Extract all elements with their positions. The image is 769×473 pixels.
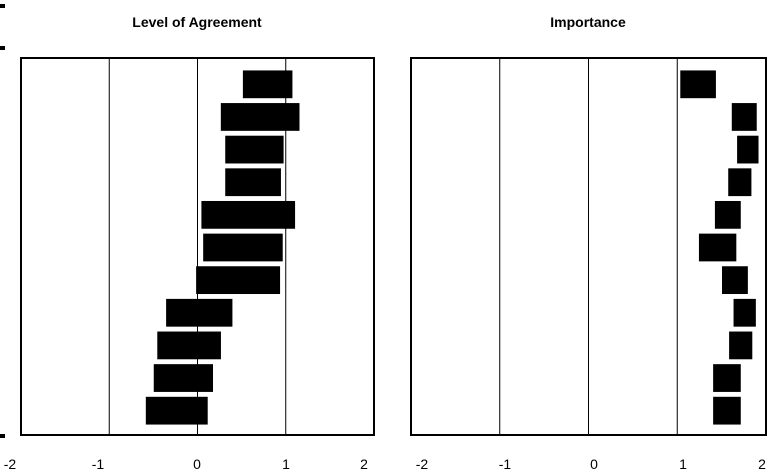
- x-tick-labels-importance: -2 -1 0 1 2: [416, 456, 766, 472]
- edge-mark: [0, 434, 5, 438]
- range-bar: [225, 168, 281, 197]
- bars-importance: [680, 70, 759, 425]
- edge-mark: [0, 4, 5, 8]
- chart-title-importance: Importance: [550, 14, 626, 30]
- x-tick-label: 0: [193, 456, 201, 472]
- chart-title-agreement: Level of Agreement: [132, 14, 262, 30]
- x-tick-label: -1: [499, 456, 512, 472]
- x-tick-label: 2: [758, 456, 766, 472]
- range-bar: [220, 103, 300, 131]
- range-bar: [203, 233, 283, 262]
- x-tick-label: -2: [4, 456, 17, 472]
- range-bar: [731, 103, 757, 131]
- range-bar: [225, 135, 284, 164]
- x-tick-label: 0: [590, 456, 598, 472]
- range-bar: [729, 331, 753, 360]
- range-bar: [166, 298, 233, 327]
- x-tick-label: 2: [360, 456, 368, 472]
- range-bar: [722, 266, 748, 295]
- range-bar: [242, 70, 293, 99]
- chart-importance: Importance -2 -1 0 1 2: [410, 14, 767, 472]
- range-bar: [713, 396, 741, 425]
- range-bar: [713, 364, 741, 392]
- chart-level-of-agreement: Level of Agreement -2 -1 0 1 2: [4, 14, 375, 472]
- bars-agreement: [145, 70, 300, 425]
- range-bar: [714, 200, 741, 229]
- range-bar: [153, 364, 214, 392]
- x-tick-label: 1: [679, 456, 687, 472]
- x-tick-labels-agreement: -2 -1 0 1 2: [4, 456, 368, 472]
- x-tick-label: -1: [92, 456, 105, 472]
- range-bar: [733, 298, 756, 327]
- range-bar: [201, 200, 296, 229]
- gridlines-importance: [499, 58, 678, 435]
- range-bar: [728, 168, 752, 197]
- edge-mark: [0, 46, 5, 50]
- range-bar: [680, 70, 716, 99]
- range-bar: [157, 331, 221, 360]
- range-bar: [737, 135, 759, 164]
- x-tick-label: -2: [416, 456, 429, 472]
- range-bar: [698, 233, 737, 262]
- range-bar: [145, 396, 208, 425]
- x-tick-label: 1: [282, 456, 290, 472]
- range-bar: [196, 266, 281, 295]
